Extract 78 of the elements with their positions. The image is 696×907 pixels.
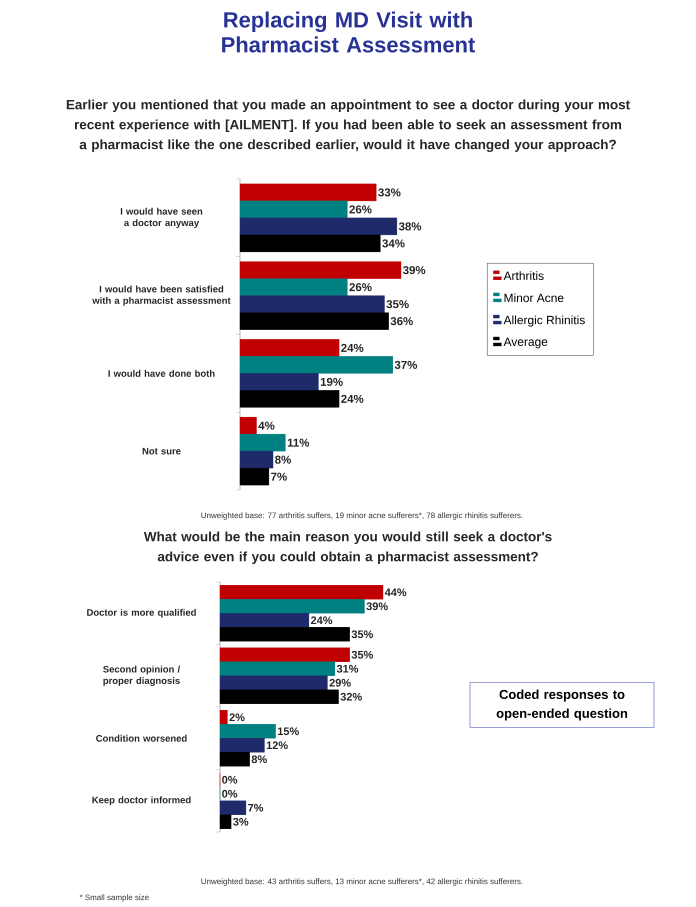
chart-title: Replacing MD Visit with Pharmacist Assessment: [222, 12, 475, 53]
data-label: 36%: [390, 317, 413, 326]
y-tick-label: Keep doctor informed: [92, 796, 191, 806]
bar: [220, 814, 232, 829]
data-label: 35%: [386, 300, 409, 308]
bar: [220, 627, 350, 642]
bar: [220, 752, 250, 766]
data-label: 3%: [233, 818, 248, 826]
bar: [220, 676, 328, 690]
data-label: 44%: [384, 588, 406, 596]
bar: [240, 339, 340, 357]
data-label: 8%: [252, 755, 267, 764]
bar: [240, 373, 319, 391]
data-label: 29%: [330, 678, 351, 687]
legend-label: Average: [504, 338, 548, 348]
data-label: 26%: [349, 205, 372, 214]
data-label: 39%: [402, 266, 426, 274]
bar: [220, 710, 228, 724]
data-label: 2%: [229, 713, 245, 722]
bar: [220, 648, 350, 662]
legend-label: Allergic Rhinitis: [504, 315, 585, 327]
y-tick-label: I would have done both: [108, 370, 215, 377]
y-tick-label: I would have been satisfied with a pharmacist assessment: [92, 285, 231, 306]
data-label: 33%: [378, 188, 401, 196]
bar: [240, 434, 286, 452]
bar: [240, 416, 257, 434]
bar: [240, 184, 376, 202]
data-label: 34%: [382, 239, 405, 248]
data-label: 7%: [271, 472, 287, 481]
data-label: 39%: [366, 602, 388, 610]
bar: [240, 356, 393, 374]
data-label: 38%: [398, 222, 422, 230]
data-label: 24%: [341, 344, 364, 352]
text: Coded responses to open-ended question: [496, 690, 628, 721]
y-tick-label: I would have seen a doctor anyway: [120, 208, 202, 228]
bar: [220, 724, 276, 738]
bar: [220, 690, 339, 704]
legend-label: Arthritis: [504, 271, 544, 280]
bar: [220, 599, 365, 614]
bar: [240, 218, 398, 236]
data-label: 7%: [248, 804, 264, 812]
data-label: 15%: [278, 727, 299, 736]
bar: [220, 738, 265, 752]
bar: [220, 613, 310, 628]
data-label: 35%: [352, 630, 373, 638]
data-label: 8%: [275, 456, 291, 464]
bar: [240, 200, 348, 218]
y-tick-label: Not sure: [142, 448, 181, 454]
bar: [220, 585, 384, 600]
bar: [240, 390, 340, 408]
bar: [240, 450, 274, 468]
bar: [240, 261, 402, 279]
data-label: 24%: [310, 616, 332, 624]
bar: [220, 662, 336, 676]
bar: [240, 295, 385, 313]
y-tick-label: Second opinion / proper diagnosis: [103, 666, 180, 686]
bar: [220, 800, 246, 815]
chart-subtitle: Earlier you mentioned that you made an appointment to see a doctor during your most recent experience with [AILMENT]. If you had been able to seek an assessment from a pharmacist like the one described earlier, would it have changed your approach?: [66, 100, 630, 152]
bar: [240, 468, 270, 486]
data-label: 4%: [258, 422, 274, 430]
data-label: 37%: [394, 360, 418, 369]
data-label: 26%: [349, 283, 372, 292]
data-label: 24%: [341, 394, 364, 403]
y-tick-label: Condition worsened: [96, 734, 187, 742]
chart-subtitle: What would be the main reason you would still seek a doctor's advice even if you could obtain a pharmacist assessment?: [144, 532, 552, 564]
bar: [240, 278, 348, 296]
bar: [240, 312, 389, 330]
bar: [240, 234, 381, 252]
legend-label: Minor Acne: [504, 293, 564, 302]
data-label: 0%: [222, 790, 238, 798]
data-label: 19%: [320, 378, 343, 386]
data-label: 32%: [340, 692, 362, 701]
y-tick-label: Doctor is more qualified: [87, 608, 196, 618]
data-label: 11%: [288, 438, 310, 447]
data-label: 12%: [266, 741, 288, 750]
data-label: 35%: [352, 650, 373, 659]
data-label: 31%: [336, 664, 358, 673]
data-label: 0%: [222, 776, 238, 784]
